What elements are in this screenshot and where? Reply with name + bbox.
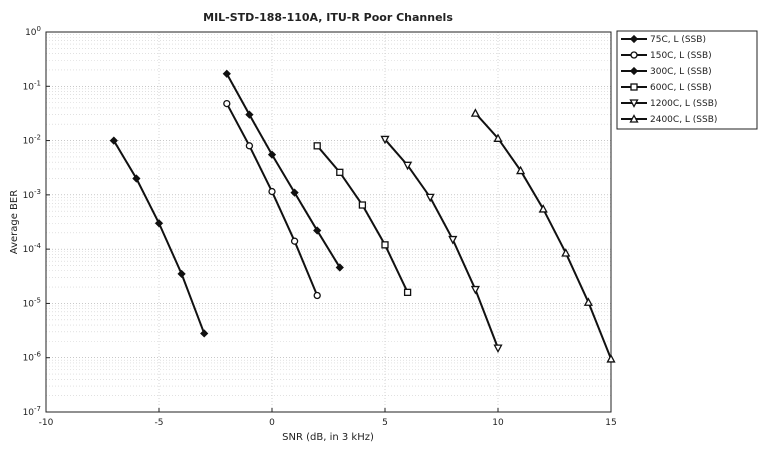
x-tick-label: 10 (492, 418, 504, 428)
data-point (629, 114, 639, 123)
series-0 (109, 136, 209, 338)
data-point (630, 51, 638, 59)
data-point (629, 34, 639, 44)
series-line (225, 73, 341, 268)
data-point (629, 66, 639, 76)
legend-label: 2400C, L (SSB) (650, 115, 717, 125)
data-point (381, 241, 389, 249)
x-axis-label: SNR (dB, in 3 kHz) (282, 432, 374, 443)
data-point (313, 291, 321, 300)
legend-label: 75C, L (SSB) (650, 35, 706, 45)
series-4 (380, 135, 503, 354)
data-point (425, 193, 435, 203)
data-point (268, 187, 276, 196)
data-point (470, 108, 480, 117)
data-point (132, 174, 141, 183)
series-layer (109, 69, 616, 363)
legend-item: 75C, L (SSB) (621, 34, 706, 45)
data-point (177, 269, 186, 279)
data-point (538, 204, 548, 213)
data-point (630, 83, 638, 91)
legend-item: 600C, L (SSB) (621, 83, 712, 93)
data-point (109, 136, 118, 145)
series-3 (313, 142, 412, 296)
data-point (448, 235, 458, 245)
grid-lines (46, 32, 611, 412)
data-point (200, 329, 209, 338)
data-point (380, 135, 390, 145)
data-point (245, 142, 254, 150)
data-point (583, 297, 593, 306)
data-point (358, 201, 367, 209)
x-tick-label: 15 (605, 418, 616, 428)
x-tick-label: -5 (155, 418, 164, 428)
x-tick-label: 0 (269, 418, 275, 428)
legend-item: 150C, L (SSB) (621, 51, 712, 61)
legend-label: 600C, L (SSB) (650, 83, 712, 93)
data-point (245, 110, 254, 119)
legend-box (616, 30, 758, 130)
data-point (561, 248, 571, 257)
data-point (222, 69, 231, 78)
legend-item: 1200C, L (SSB) (621, 99, 717, 109)
data-point (493, 344, 503, 354)
legend-label: 1200C, L (SSB) (650, 99, 717, 109)
data-point (290, 188, 299, 197)
data-point (403, 288, 412, 296)
legend-label: 300C, L (SSB) (650, 67, 712, 77)
data-point (335, 263, 344, 272)
data-point (290, 237, 299, 245)
y-axis-label: Average BER (9, 190, 20, 254)
data-point (470, 285, 480, 295)
data-point (606, 354, 616, 363)
data-point (629, 99, 639, 108)
legend: 75C, L (SSB) 150C, L (SSB) 300C, L (SSB) 60… (616, 30, 758, 130)
data-point (493, 133, 503, 142)
data-point (516, 165, 526, 175)
series-line (384, 138, 499, 349)
series-1 (223, 99, 321, 300)
chart-title: MIL-STD-188-110A, ITU-R Poor Channels (203, 11, 453, 24)
x-axis: -10 -5 0 5 10 15 (39, 408, 617, 428)
x-tick-label: -10 (39, 418, 54, 428)
x-tick-label: 5 (382, 418, 388, 428)
plot-area-border (45, 31, 612, 413)
series-5 (470, 108, 616, 363)
data-point (223, 99, 231, 108)
data-point (313, 226, 322, 235)
legend-item: 300C, L (SSB) (621, 66, 712, 77)
data-point (336, 168, 344, 176)
legend-label: 150C, L (SSB) (650, 51, 712, 61)
series-2 (222, 69, 344, 272)
data-point (154, 219, 164, 228)
data-point (313, 142, 321, 150)
data-point (267, 150, 277, 159)
legend-item: 2400C, L (SSB) (621, 114, 717, 125)
data-point (403, 161, 413, 171)
